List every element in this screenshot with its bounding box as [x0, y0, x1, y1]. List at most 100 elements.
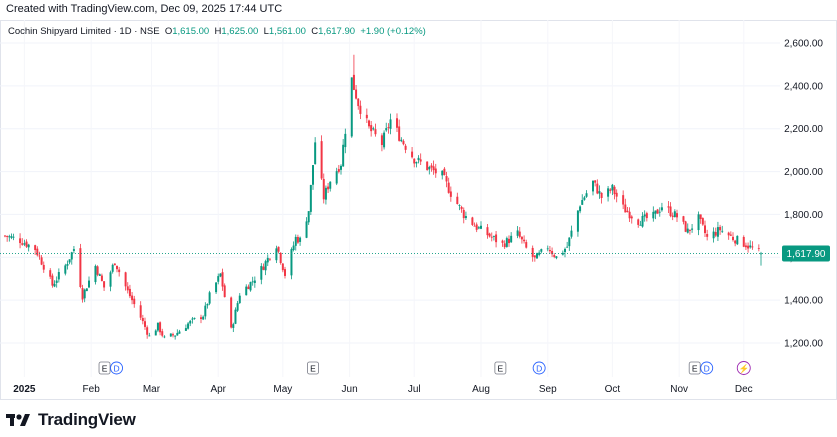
candle[interactable] [36, 246, 39, 257]
candle[interactable] [344, 128, 347, 154]
candle[interactable] [594, 180, 597, 187]
candle[interactable] [682, 215, 685, 225]
candle[interactable] [538, 250, 541, 257]
candle[interactable] [72, 246, 75, 254]
candle[interactable] [128, 284, 131, 299]
candle[interactable] [495, 231, 498, 248]
candle[interactable] [23, 239, 26, 247]
candle[interactable] [609, 188, 612, 194]
candle[interactable] [413, 158, 416, 168]
candle[interactable] [342, 139, 345, 167]
candle[interactable] [98, 273, 101, 276]
candle[interactable] [639, 220, 642, 226]
candle[interactable] [654, 210, 657, 220]
candle[interactable] [404, 143, 407, 154]
candle[interactable] [372, 126, 375, 131]
candle[interactable] [667, 201, 670, 214]
candle[interactable] [613, 185, 616, 200]
candle[interactable] [253, 276, 256, 288]
candle[interactable] [385, 122, 388, 132]
candle[interactable] [751, 241, 754, 250]
candle[interactable] [12, 233, 15, 241]
candle[interactable] [234, 307, 237, 325]
candle[interactable] [734, 239, 737, 247]
candle[interactable] [553, 253, 556, 259]
candle[interactable] [508, 235, 510, 247]
candle[interactable] [8, 234, 11, 242]
candle[interactable] [27, 243, 30, 252]
candle[interactable] [673, 209, 676, 218]
candle[interactable] [279, 252, 282, 265]
candle[interactable] [417, 155, 420, 164]
candle[interactable] [398, 119, 401, 142]
candle[interactable] [206, 303, 209, 309]
candle[interactable] [607, 186, 610, 202]
candle[interactable] [118, 266, 121, 277]
candle[interactable] [757, 244, 760, 252]
candle[interactable] [204, 302, 207, 320]
dividend-marker[interactable]: D [532, 361, 546, 375]
candle[interactable] [131, 292, 134, 305]
candle[interactable] [34, 244, 37, 255]
candle[interactable] [189, 319, 192, 327]
candle[interactable] [305, 217, 308, 239]
candle[interactable] [327, 183, 330, 193]
candle[interactable] [428, 165, 431, 175]
candle[interactable] [747, 242, 750, 253]
candle[interactable] [249, 281, 252, 292]
candle[interactable] [70, 251, 73, 265]
candle[interactable] [359, 100, 362, 120]
candle[interactable] [714, 227, 717, 238]
candle[interactable] [294, 234, 297, 251]
candle[interactable] [193, 317, 196, 320]
candle[interactable] [688, 229, 691, 235]
candle[interactable] [53, 280, 56, 288]
candle[interactable] [622, 190, 625, 210]
candle[interactable] [624, 198, 627, 213]
candle[interactable] [462, 207, 465, 224]
candle[interactable] [583, 195, 586, 201]
candle[interactable] [55, 276, 58, 288]
candle[interactable] [25, 239, 28, 248]
candle[interactable] [581, 194, 584, 205]
candle[interactable] [368, 119, 370, 129]
candle[interactable] [139, 301, 142, 321]
candle[interactable] [434, 163, 437, 178]
candle[interactable] [669, 202, 672, 218]
candle[interactable] [262, 263, 265, 271]
candle[interactable] [676, 209, 678, 223]
candle[interactable] [441, 170, 444, 180]
candle[interactable] [275, 245, 278, 264]
candle[interactable] [49, 268, 52, 280]
candle[interactable] [460, 205, 463, 213]
candle[interactable] [174, 335, 177, 340]
candle[interactable] [266, 254, 269, 267]
candle[interactable] [172, 332, 174, 338]
candle[interactable] [124, 271, 127, 291]
candle[interactable] [510, 232, 513, 243]
candle[interactable] [658, 207, 661, 217]
candle[interactable] [178, 329, 181, 334]
candle[interactable] [335, 167, 338, 186]
candle[interactable] [21, 238, 24, 246]
candle[interactable] [719, 224, 722, 235]
candle[interactable] [4, 235, 6, 238]
candle[interactable] [628, 207, 631, 222]
candle[interactable] [281, 263, 284, 273]
candle[interactable] [396, 113, 398, 132]
candle[interactable] [561, 250, 564, 256]
candle[interactable] [477, 226, 480, 230]
candle[interactable] [103, 281, 106, 292]
candle[interactable] [426, 161, 429, 171]
candle[interactable] [473, 222, 476, 227]
candle[interactable] [660, 202, 663, 212]
candle[interactable] [40, 255, 43, 266]
candle[interactable] [215, 281, 218, 294]
candle[interactable] [389, 113, 392, 135]
candle[interactable] [501, 239, 504, 247]
split-marker[interactable]: ⚡ [736, 361, 751, 375]
candle[interactable] [430, 163, 433, 172]
candle[interactable] [96, 265, 99, 277]
candle[interactable] [370, 120, 373, 137]
